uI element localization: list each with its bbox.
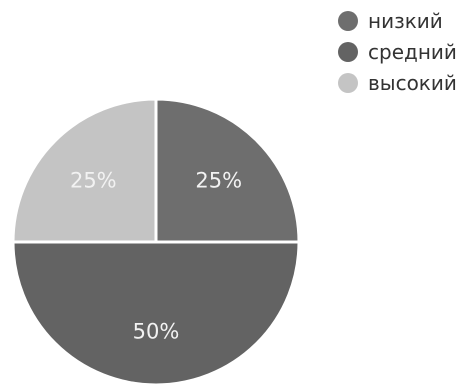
legend-label-0: низкий: [368, 9, 443, 33]
legend-item-1: средний: [338, 40, 457, 64]
pie-slice-2: [11, 97, 158, 244]
pie-slice-1: [11, 240, 301, 384]
pie-slice-label-0: 25%: [195, 168, 242, 192]
pie-slice-label-1: 50%: [133, 320, 180, 344]
legend-swatch-1: [338, 42, 358, 62]
legend-label-2: высокий: [368, 71, 457, 95]
legend: низкий средний высокий: [338, 9, 457, 95]
legend-swatch-2: [338, 73, 358, 93]
pie-slice-labels: 25% 50% 25%: [70, 168, 242, 343]
legend-swatch-0: [338, 11, 358, 31]
legend-item-2: высокий: [338, 71, 457, 95]
legend-item-0: низкий: [338, 9, 443, 33]
pie-slice-0: [154, 97, 301, 244]
pie-slice-label-2: 25%: [70, 168, 117, 192]
legend-label-1: средний: [368, 40, 457, 64]
pie-slices: [11, 97, 301, 384]
